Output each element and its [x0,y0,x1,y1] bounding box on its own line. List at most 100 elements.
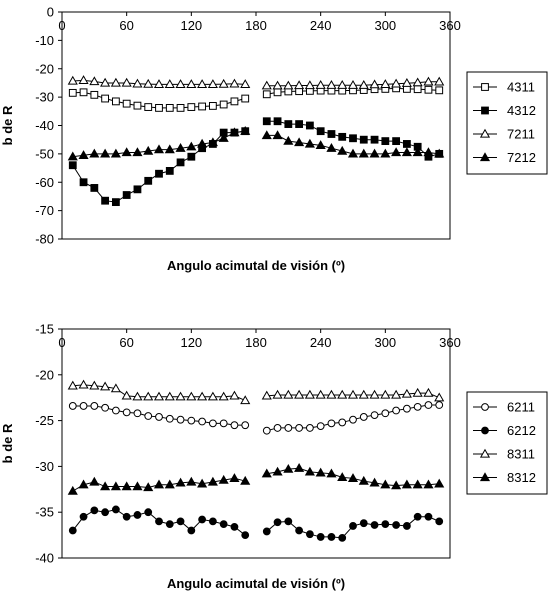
data-point [380,148,391,158]
data-point [240,475,251,485]
data-point [90,184,99,192]
data-point [370,521,379,529]
data-point [413,512,422,521]
data-point [304,389,315,399]
data-point [100,77,111,87]
data-point [111,97,120,106]
data-point [434,478,445,488]
data-point [435,517,444,526]
data-point [176,415,185,424]
data-point [347,79,359,89]
data-point [283,135,294,145]
data-point [391,78,402,88]
series-6212 [68,505,444,542]
data-point [79,178,88,187]
data-point [423,147,434,157]
x-tick-label: 180 [245,335,267,350]
data-point [218,391,229,401]
data-point [273,518,282,527]
data-point [110,383,121,393]
data-point [175,79,186,89]
data-point [176,104,185,112]
data-point [132,147,143,157]
data-point [208,517,217,526]
data-point [208,419,217,428]
data-point [144,176,153,185]
legend-label: 7211 [507,127,535,142]
data-point [229,127,240,137]
data-point [326,142,337,152]
data-point [305,424,314,432]
data-point [165,104,174,112]
data-point [219,100,228,109]
data-point [413,402,422,411]
data-point [132,78,143,88]
plot-area [61,328,451,559]
legend: 6211 6212 8311 8312 [466,391,548,495]
data-point [295,120,304,128]
data-point [315,389,326,399]
y-tick-label: -25 [35,413,54,428]
data-point [305,530,314,539]
x-tick-label: 60 [119,335,133,350]
data-point [272,466,283,476]
data-point [207,476,218,486]
data-point [316,127,325,136]
data-point [132,481,143,491]
series-8311 [67,379,445,405]
x-tick-label: 240 [310,335,332,350]
data-point [89,76,100,86]
data-point [358,79,369,89]
legend-label: 7212 [507,150,536,165]
data-point [283,80,294,90]
data-point [424,401,433,409]
y-tick-label: -20 [35,61,54,76]
data-point [304,80,315,90]
data-point [380,79,391,89]
data-point [273,88,282,97]
data-point [402,522,411,530]
data-point [176,158,185,167]
data-point [337,389,348,399]
data-point [370,411,379,420]
data-point [197,478,208,488]
data-point [207,137,218,147]
data-point [283,389,294,399]
data-point [68,526,77,535]
data-point [143,482,154,492]
data-point [304,466,315,476]
data-point [380,479,391,489]
y-tick-label: -40 [35,118,54,133]
data-point [78,379,89,389]
data-point [143,78,154,88]
legend-marker [481,106,489,115]
data-point [359,135,368,144]
series-8312 [67,463,445,495]
data-point [68,402,77,410]
data-point [230,421,239,430]
data-point [381,409,390,418]
data-point [90,90,99,99]
data-point [369,148,380,158]
data-point [187,152,196,161]
data-point [79,402,88,410]
data-point [412,387,423,397]
legend-label: 4311 [507,80,535,95]
data-point [424,512,433,521]
data-point [175,142,186,152]
y-tick-label: -35 [35,505,54,520]
data-point [294,463,305,472]
data-point [272,130,283,140]
data-point [381,137,390,146]
data-point [68,161,77,170]
data-point [121,147,132,157]
y-tick-label: -70 [35,203,54,218]
data-point [67,151,78,161]
legend-marker [479,448,491,458]
data-point [78,150,89,159]
legend-marker [481,426,489,435]
data-point [164,79,175,89]
y-axis-title: b de R [0,105,15,145]
legend-label: 4312 [507,103,536,118]
